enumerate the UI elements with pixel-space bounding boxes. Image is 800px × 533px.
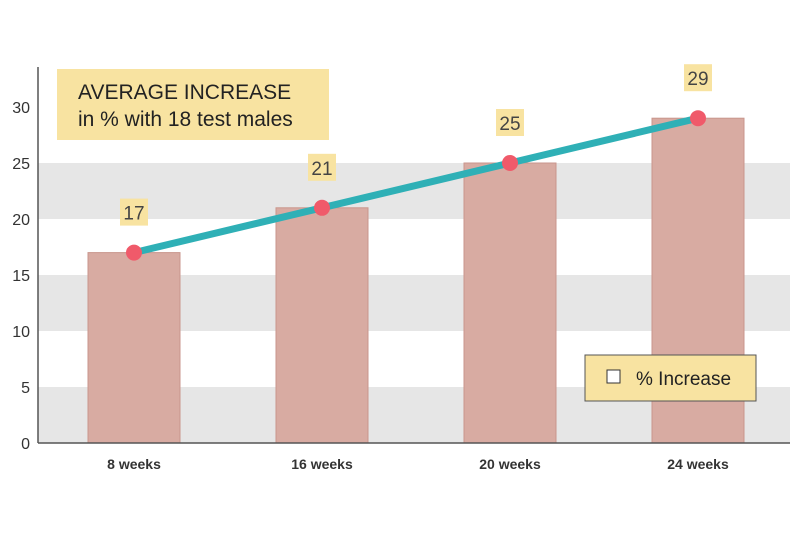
- y-tick-label: 30: [12, 100, 30, 117]
- line-marker: [126, 244, 142, 261]
- data-label-background: [496, 109, 524, 136]
- trend-line: [130, 114, 702, 257]
- y-ticks: 0 5 10 15 20 25 30: [12, 100, 30, 453]
- bar: [87, 252, 181, 444]
- y-tick-label: 5: [21, 380, 30, 397]
- axes: [37, 67, 790, 444]
- data-label-background: [120, 198, 148, 226]
- legend: % Increase: [584, 354, 757, 402]
- y-tick-label: 20: [12, 212, 30, 229]
- overlay-line: [126, 110, 706, 261]
- title-line-2: in % with 18 test males: [78, 108, 293, 131]
- line-marker: [502, 155, 518, 171]
- bar: [463, 162, 557, 444]
- data-label: 17: [120, 198, 148, 226]
- data-label-background: [308, 153, 336, 181]
- x-category-label: 20 weeks: [479, 456, 541, 472]
- title-background: [57, 69, 329, 140]
- line-marker: [690, 110, 706, 127]
- data-label-text: 17: [123, 204, 144, 225]
- x-category-label: 8 weeks: [107, 456, 161, 472]
- title-line-1: AVERAGE INCREASE: [78, 81, 291, 104]
- y-tick-label: 25: [12, 156, 30, 173]
- x-category-label: 16 weeks: [291, 456, 353, 472]
- data-label: 25: [496, 109, 524, 136]
- y-tick-label: 15: [12, 268, 30, 285]
- data-label: 29: [684, 64, 712, 92]
- data-label-text: 21: [311, 159, 332, 180]
- data-label-text: 29: [687, 69, 708, 90]
- chart-title-box: AVERAGE INCREASE in % with 18 test males: [57, 69, 329, 140]
- data-labels: 17 21 25 29: [120, 64, 712, 226]
- y-tick-label: 10: [12, 324, 30, 341]
- x-category-label: 24 weeks: [667, 456, 729, 472]
- data-label-background: [684, 64, 712, 92]
- bar: [275, 207, 369, 444]
- line-marker: [314, 199, 330, 216]
- legend-swatch: [606, 369, 621, 384]
- legend-label: % Increase: [636, 369, 731, 390]
- y-tick-label: 0: [21, 436, 30, 453]
- data-label: 21: [308, 153, 336, 181]
- data-label-text: 25: [499, 114, 520, 135]
- x-categories: 8 weeks 16 weeks 20 weeks 24 weeks: [107, 456, 729, 472]
